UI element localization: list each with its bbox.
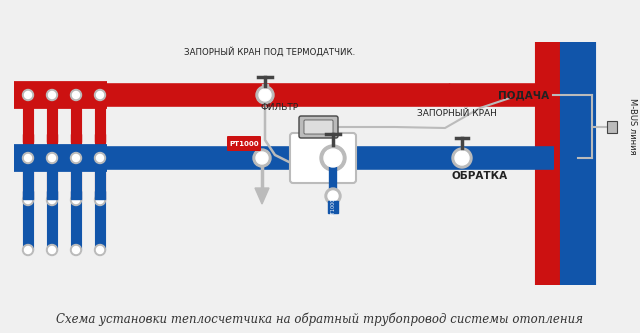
Circle shape [455,151,469,165]
FancyBboxPatch shape [304,120,333,134]
Circle shape [97,196,104,203]
Circle shape [47,153,58,164]
Bar [71,191,81,199]
Bar [607,121,617,133]
FancyBboxPatch shape [227,136,261,151]
Circle shape [24,196,31,203]
Circle shape [47,90,58,101]
Circle shape [22,90,33,101]
Circle shape [256,152,268,164]
Circle shape [95,90,106,101]
Circle shape [95,244,106,255]
Circle shape [22,153,33,164]
Circle shape [24,92,31,99]
Text: Схема установки теплосчетчика на обратный трубопровод системы отопления: Схема установки теплосчетчика на обратны… [56,312,584,326]
Circle shape [328,191,338,201]
Bar [47,191,57,199]
Circle shape [97,155,104,162]
Text: ФИЛЬТР: ФИЛЬТР [261,104,299,113]
Circle shape [70,194,81,205]
Circle shape [72,92,79,99]
Circle shape [320,145,346,171]
Circle shape [47,244,58,255]
Circle shape [72,155,79,162]
Bar [47,134,57,142]
Circle shape [95,153,106,164]
Circle shape [256,86,274,104]
Circle shape [70,244,81,255]
Circle shape [325,188,341,204]
Circle shape [253,149,271,167]
Bar [23,191,33,199]
Bar [23,134,33,142]
Text: ПОДАЧА: ПОДАЧА [498,90,549,100]
Circle shape [49,155,56,162]
FancyArrow shape [430,84,490,106]
Circle shape [24,246,31,253]
Text: PT1000: PT1000 [229,141,259,147]
Circle shape [452,148,472,168]
Circle shape [22,194,33,205]
Circle shape [49,196,56,203]
Text: M-BUS линия: M-BUS линия [627,98,637,155]
Circle shape [72,246,79,253]
Bar [262,84,268,87]
Circle shape [70,90,81,101]
Circle shape [47,194,58,205]
Text: ЗАПОРНЫЙ КРАН ПОД ТЕРМОДАТЧИК.: ЗАПОРНЫЙ КРАН ПОД ТЕРМОДАТЧИК. [184,47,356,57]
Polygon shape [255,188,269,204]
Circle shape [97,246,104,253]
Text: ЗАПОРНЫЙ КРАН: ЗАПОРНЫЙ КРАН [417,109,497,118]
Text: PT1000: PT1000 [330,198,335,216]
Bar [328,201,338,213]
Circle shape [324,149,342,167]
Circle shape [22,244,33,255]
Circle shape [95,194,106,205]
Text: ОБРАТКА: ОБРАТКА [452,171,508,181]
Bar [95,191,105,199]
FancyBboxPatch shape [299,116,338,138]
Circle shape [97,92,104,99]
FancyArrow shape [393,148,445,168]
Circle shape [259,89,271,101]
Circle shape [72,196,79,203]
Circle shape [24,155,31,162]
Circle shape [49,92,56,99]
Bar [71,134,81,142]
Bar [95,134,105,142]
Circle shape [49,246,56,253]
Circle shape [70,153,81,164]
FancyBboxPatch shape [290,133,356,183]
